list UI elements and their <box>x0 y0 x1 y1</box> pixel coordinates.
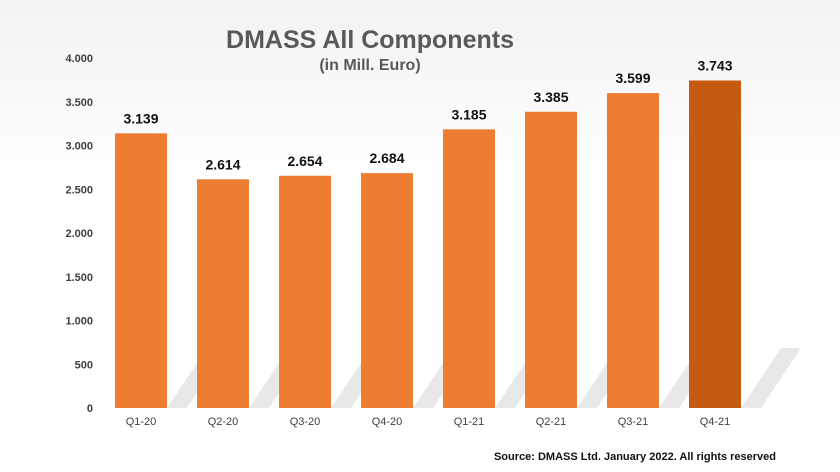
data-label: 2.654 <box>287 153 322 169</box>
bar-Q3-21 <box>607 93 659 409</box>
x-tick-label: Q1-20 <box>126 416 157 428</box>
y-tick-label: 2.000 <box>65 228 93 240</box>
bar-shadow <box>741 348 801 408</box>
y-tick-label: 1.500 <box>65 272 93 284</box>
x-tick-label: Q2-20 <box>208 416 239 428</box>
data-label: 3.599 <box>615 70 650 86</box>
data-label: 3.743 <box>697 57 732 73</box>
data-label: 3.385 <box>533 89 568 105</box>
x-tick-label: Q1-21 <box>454 416 485 428</box>
bar-Q3-20 <box>279 175 331 408</box>
x-tick-label: Q3-20 <box>290 416 321 428</box>
data-label: 2.614 <box>205 156 240 172</box>
y-tick-label: 500 <box>75 359 93 371</box>
x-tick-label: Q4-20 <box>372 416 403 428</box>
chart-subtitle: (in Mill. Euro) <box>319 57 421 74</box>
bar-Q2-20 <box>197 179 249 408</box>
x-tick-label: Q2-21 <box>536 416 567 428</box>
source-note: Source: DMASS Ltd. January 2022. All rig… <box>493 451 776 463</box>
y-tick-label: 1.000 <box>65 316 93 328</box>
y-tick-label: 3.000 <box>65 141 93 153</box>
data-label: 3.185 <box>451 106 486 122</box>
bar-Q1-20 <box>115 133 167 408</box>
bar-Q4-21 <box>689 80 741 409</box>
y-tick-label: 2.500 <box>65 184 93 196</box>
data-label: 2.684 <box>369 150 404 166</box>
y-tick-label: 0 <box>87 403 93 415</box>
data-label: 3.139 <box>123 110 158 126</box>
bar-Q1-21 <box>443 129 495 408</box>
chart-title: DMASS All Components <box>226 26 514 54</box>
y-tick-label: 3.500 <box>65 97 93 109</box>
y-tick-label: 4.000 <box>65 53 93 65</box>
x-tick-label: Q4-21 <box>700 416 731 428</box>
x-tick-label: Q3-21 <box>618 416 649 428</box>
bar-Q4-20 <box>361 173 413 408</box>
bar-Q2-21 <box>525 111 577 408</box>
